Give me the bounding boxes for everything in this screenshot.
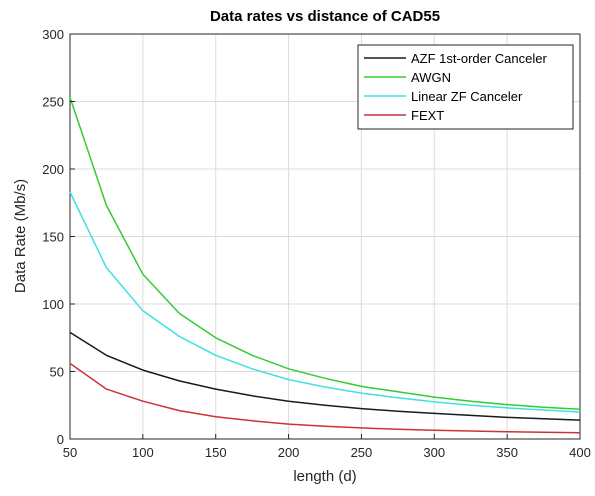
legend-label-0: AZF 1st-order Canceler — [411, 51, 547, 66]
x-tick-label: 100 — [132, 445, 154, 460]
x-axis-label: length (d) — [293, 468, 356, 485]
series-line-0 — [69, 331, 581, 421]
legend: AZF 1st-order Canceler AWGN Linear ZF Canc… — [357, 44, 574, 130]
y-axis-label: Data Rate (Mb/s) — [12, 179, 29, 293]
x-tick-label: 50 — [63, 445, 77, 460]
y-tick-label: 300 — [42, 27, 64, 42]
x-tick-label: 350 — [496, 445, 518, 460]
series-line-3 — [69, 362, 581, 434]
legend-label-2: Linear ZF Canceler — [411, 89, 523, 104]
y-tick-label: 150 — [42, 230, 64, 245]
y-tick-label: 0 — [57, 432, 64, 447]
x-tick-label: 400 — [569, 445, 591, 460]
axis-ticks: 50 100 150 200 250 300 350 40005010015020025030… — [42, 27, 591, 460]
legend-label-3: FEXT — [411, 108, 444, 123]
y-tick-label: 100 — [42, 297, 64, 312]
legend-label-1: AWGN — [411, 70, 451, 85]
series-line-2 — [69, 191, 581, 413]
x-tick-label: 250 — [351, 445, 373, 460]
x-tick-label: 150 — [205, 445, 227, 460]
series-line-1 — [69, 97, 581, 411]
series-lines — [69, 97, 581, 434]
y-tick-label: 200 — [42, 162, 64, 177]
x-tick-label: 300 — [423, 445, 445, 460]
y-tick-label: 50 — [50, 365, 64, 380]
y-tick-label: 250 — [42, 95, 64, 110]
x-tick-label: 200 — [278, 445, 300, 460]
chart-title: Data rates vs distance of CAD55 — [210, 8, 440, 25]
